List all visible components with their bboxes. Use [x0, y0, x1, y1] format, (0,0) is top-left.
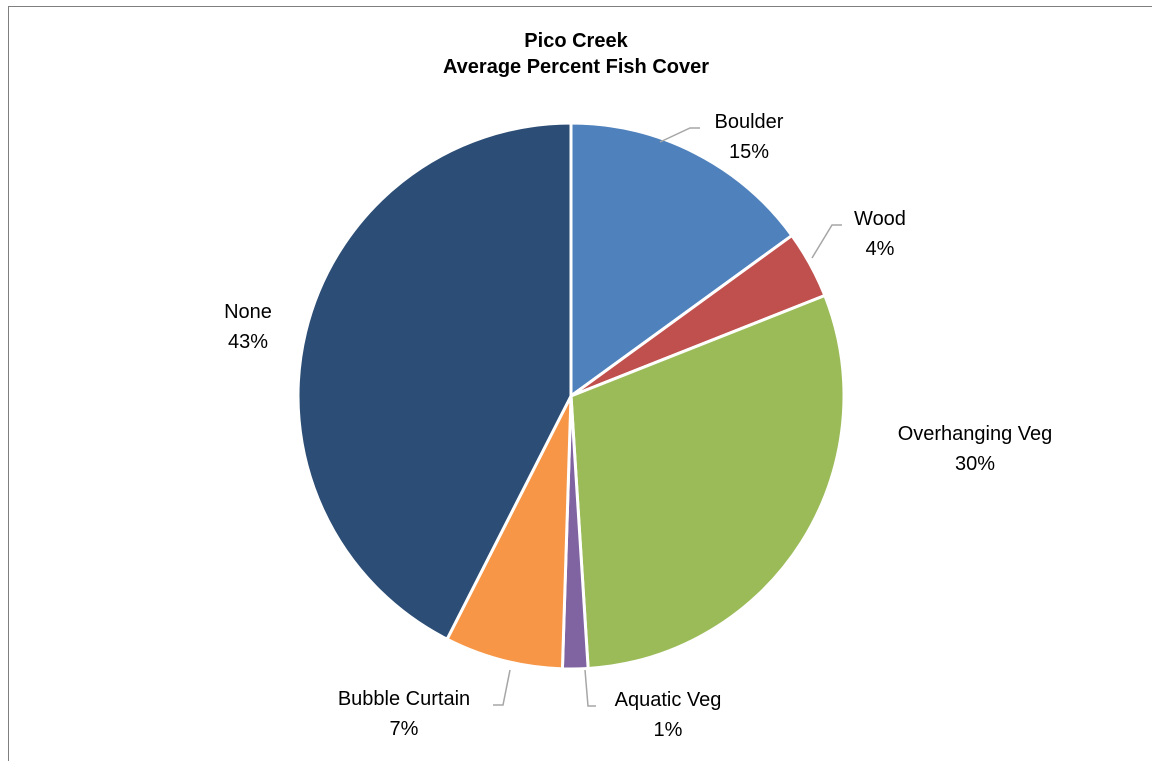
slice-value-none: 43%: [228, 331, 268, 353]
leader-lines: [493, 127, 842, 707]
slice-value-bubble-curtain: 7%: [390, 718, 419, 740]
chart-title: Pico Creek: [524, 30, 628, 52]
pie-slices: [296, 121, 846, 671]
leader-line-boulder: [659, 127, 700, 143]
slice-none: [296, 121, 573, 641]
slice-name-aquatic-veg: Aquatic Veg: [615, 689, 722, 711]
slice-value-aquatic-veg: 1%: [654, 719, 683, 741]
slice-value-overhanging-veg: 30%: [955, 453, 995, 475]
slice-name-bubble-curtain: Bubble Curtain: [338, 688, 470, 710]
slice-name-none: None: [224, 301, 272, 323]
slice-name-boulder: Boulder: [715, 111, 784, 133]
slice-name-overhanging-veg: Overhanging Veg: [898, 423, 1053, 445]
slice-value-boulder: 15%: [729, 141, 769, 163]
leader-line-wood: [811, 224, 842, 259]
slice-boulder: [569, 121, 794, 398]
slice-name-wood: Wood: [854, 208, 906, 230]
leader-line-bubble-curtain: [493, 669, 511, 706]
chart-frame: [8, 6, 1152, 761]
slice-bubble-curtain: [445, 394, 573, 671]
leader-line-aquatic-veg: [584, 669, 596, 707]
chart-title-block: Pico Creek Average Percent Fish Cover: [0, 28, 1152, 80]
data-labels: Boulder 15% Wood 4% Overhanging Veg 30% Aquati…: [224, 111, 1052, 741]
chart-subtitle: Average Percent Fish Cover: [442, 56, 710, 78]
slice-value-wood: 4%: [866, 238, 895, 260]
slice-overhanging-veg: [569, 294, 846, 670]
